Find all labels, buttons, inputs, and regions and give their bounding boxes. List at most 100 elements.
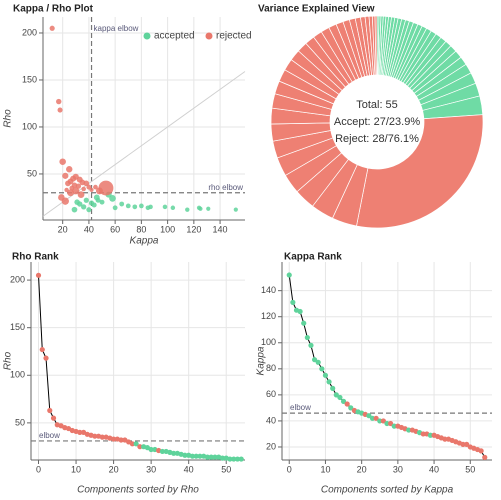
- rank-point: [442, 436, 448, 442]
- rank-point: [326, 379, 332, 385]
- x-tick-label: 140: [213, 224, 228, 234]
- scatter-point: [93, 194, 100, 201]
- rank-point: [340, 398, 347, 404]
- x-tick-label: 120: [186, 224, 201, 234]
- rank-point: [47, 407, 53, 414]
- rank-point: [337, 394, 343, 401]
- elbow-label: rho elbow: [208, 183, 243, 192]
- rank-point: [50, 415, 57, 421]
- rank-point: [482, 454, 488, 460]
- scatter-point: [62, 172, 69, 179]
- rank-point: [43, 355, 49, 361]
- x-tick-label: 50: [465, 464, 475, 474]
- x-tick-label: 0: [287, 464, 292, 474]
- x-axis-title: Kappa: [130, 236, 159, 247]
- scatter-point: [81, 204, 87, 210]
- rank-point: [388, 420, 394, 427]
- y-axis-title: Rho: [3, 109, 14, 128]
- x-tick-label: 20: [58, 224, 68, 234]
- rank-line: [38, 275, 242, 460]
- scatter-point: [93, 184, 98, 190]
- rank-point: [286, 272, 292, 278]
- scatter-point: [88, 200, 95, 206]
- rank-point: [238, 456, 244, 462]
- rank-point: [304, 334, 310, 341]
- rank-point: [35, 272, 42, 278]
- legend-label: accepted: [154, 31, 195, 42]
- scatter-point: [233, 207, 238, 212]
- rank-point: [330, 385, 336, 391]
- rank-point: [182, 452, 188, 458]
- scatter-point: [66, 166, 73, 173]
- scatter-point: [145, 205, 151, 211]
- rank-point: [460, 441, 466, 447]
- y-tick-label: 80: [266, 363, 276, 373]
- scatter-point: [56, 98, 62, 105]
- x-tick-label: 10: [71, 464, 81, 474]
- y-tick-label: 150: [22, 74, 37, 84]
- y-tick-label: 150: [10, 322, 25, 332]
- scatter-point: [59, 158, 66, 166]
- rank-point: [366, 413, 372, 419]
- x-tick-label: 10: [320, 464, 330, 474]
- legend-marker: [205, 32, 213, 40]
- y-tick-label: 100: [22, 121, 37, 131]
- rank-point: [406, 427, 412, 433]
- scatter-point: [71, 206, 78, 213]
- y-tick-label: 140: [261, 285, 276, 295]
- legend-marker: [143, 32, 151, 40]
- rank-point: [204, 454, 211, 460]
- rank-point: [193, 453, 199, 459]
- y-tick-label: 50: [27, 168, 37, 178]
- rank-point: [159, 448, 166, 455]
- scatter-point: [61, 197, 69, 205]
- rank-point: [420, 431, 426, 437]
- elbow-label: elbow: [290, 403, 311, 412]
- scatter-point: [83, 180, 90, 187]
- scatter-point: [170, 205, 176, 211]
- rank-point: [344, 401, 350, 407]
- rank-point: [369, 415, 376, 421]
- rank-point: [373, 415, 379, 421]
- rank-point: [99, 434, 105, 440]
- rank-point: [77, 429, 83, 435]
- x-tick-label: 20: [109, 464, 119, 474]
- rank-point: [377, 418, 383, 424]
- x-tick-label: 30: [146, 464, 156, 474]
- y-tick-label: 200: [10, 274, 25, 284]
- rank-point: [208, 454, 214, 460]
- pie-slice: [374, 15, 378, 76]
- y-axis-title: Rho: [3, 351, 14, 370]
- x-axis-title: Components sorted by Rho: [77, 485, 199, 496]
- rank-point: [39, 346, 45, 353]
- rank-point: [464, 441, 470, 447]
- chart-title: Rho Rank: [12, 252, 59, 263]
- rank-point: [227, 456, 233, 462]
- y-tick-label: 40: [266, 415, 276, 425]
- scatter-point: [83, 197, 89, 203]
- chart-title: Variance Explained View: [258, 4, 375, 15]
- x-tick-label: 40: [184, 464, 194, 474]
- rank-point: [110, 436, 117, 442]
- rank-point: [137, 444, 143, 450]
- rank-point: [219, 455, 226, 461]
- rank-point: [133, 441, 139, 447]
- center-text: Reject: 28/76.1%: [335, 133, 419, 145]
- x-tick-label: 40: [84, 224, 94, 234]
- rank-point: [189, 453, 196, 459]
- rank-point: [290, 299, 296, 305]
- scatter-point: [89, 187, 94, 193]
- x-tick-label: 40: [429, 464, 439, 474]
- elbow-label: kappa elbow: [94, 24, 139, 33]
- scatter-point: [119, 201, 125, 207]
- scatter-point: [125, 203, 131, 209]
- y-tick-label: 100: [261, 337, 276, 347]
- scatter-point: [86, 207, 92, 213]
- rank-point: [333, 392, 339, 398]
- scatter-point: [65, 180, 71, 187]
- pie-slice: [356, 114, 484, 229]
- rank-point: [92, 433, 98, 439]
- x-axis-title: Components sorted by Kappa: [321, 485, 454, 496]
- scatter-point: [139, 203, 144, 209]
